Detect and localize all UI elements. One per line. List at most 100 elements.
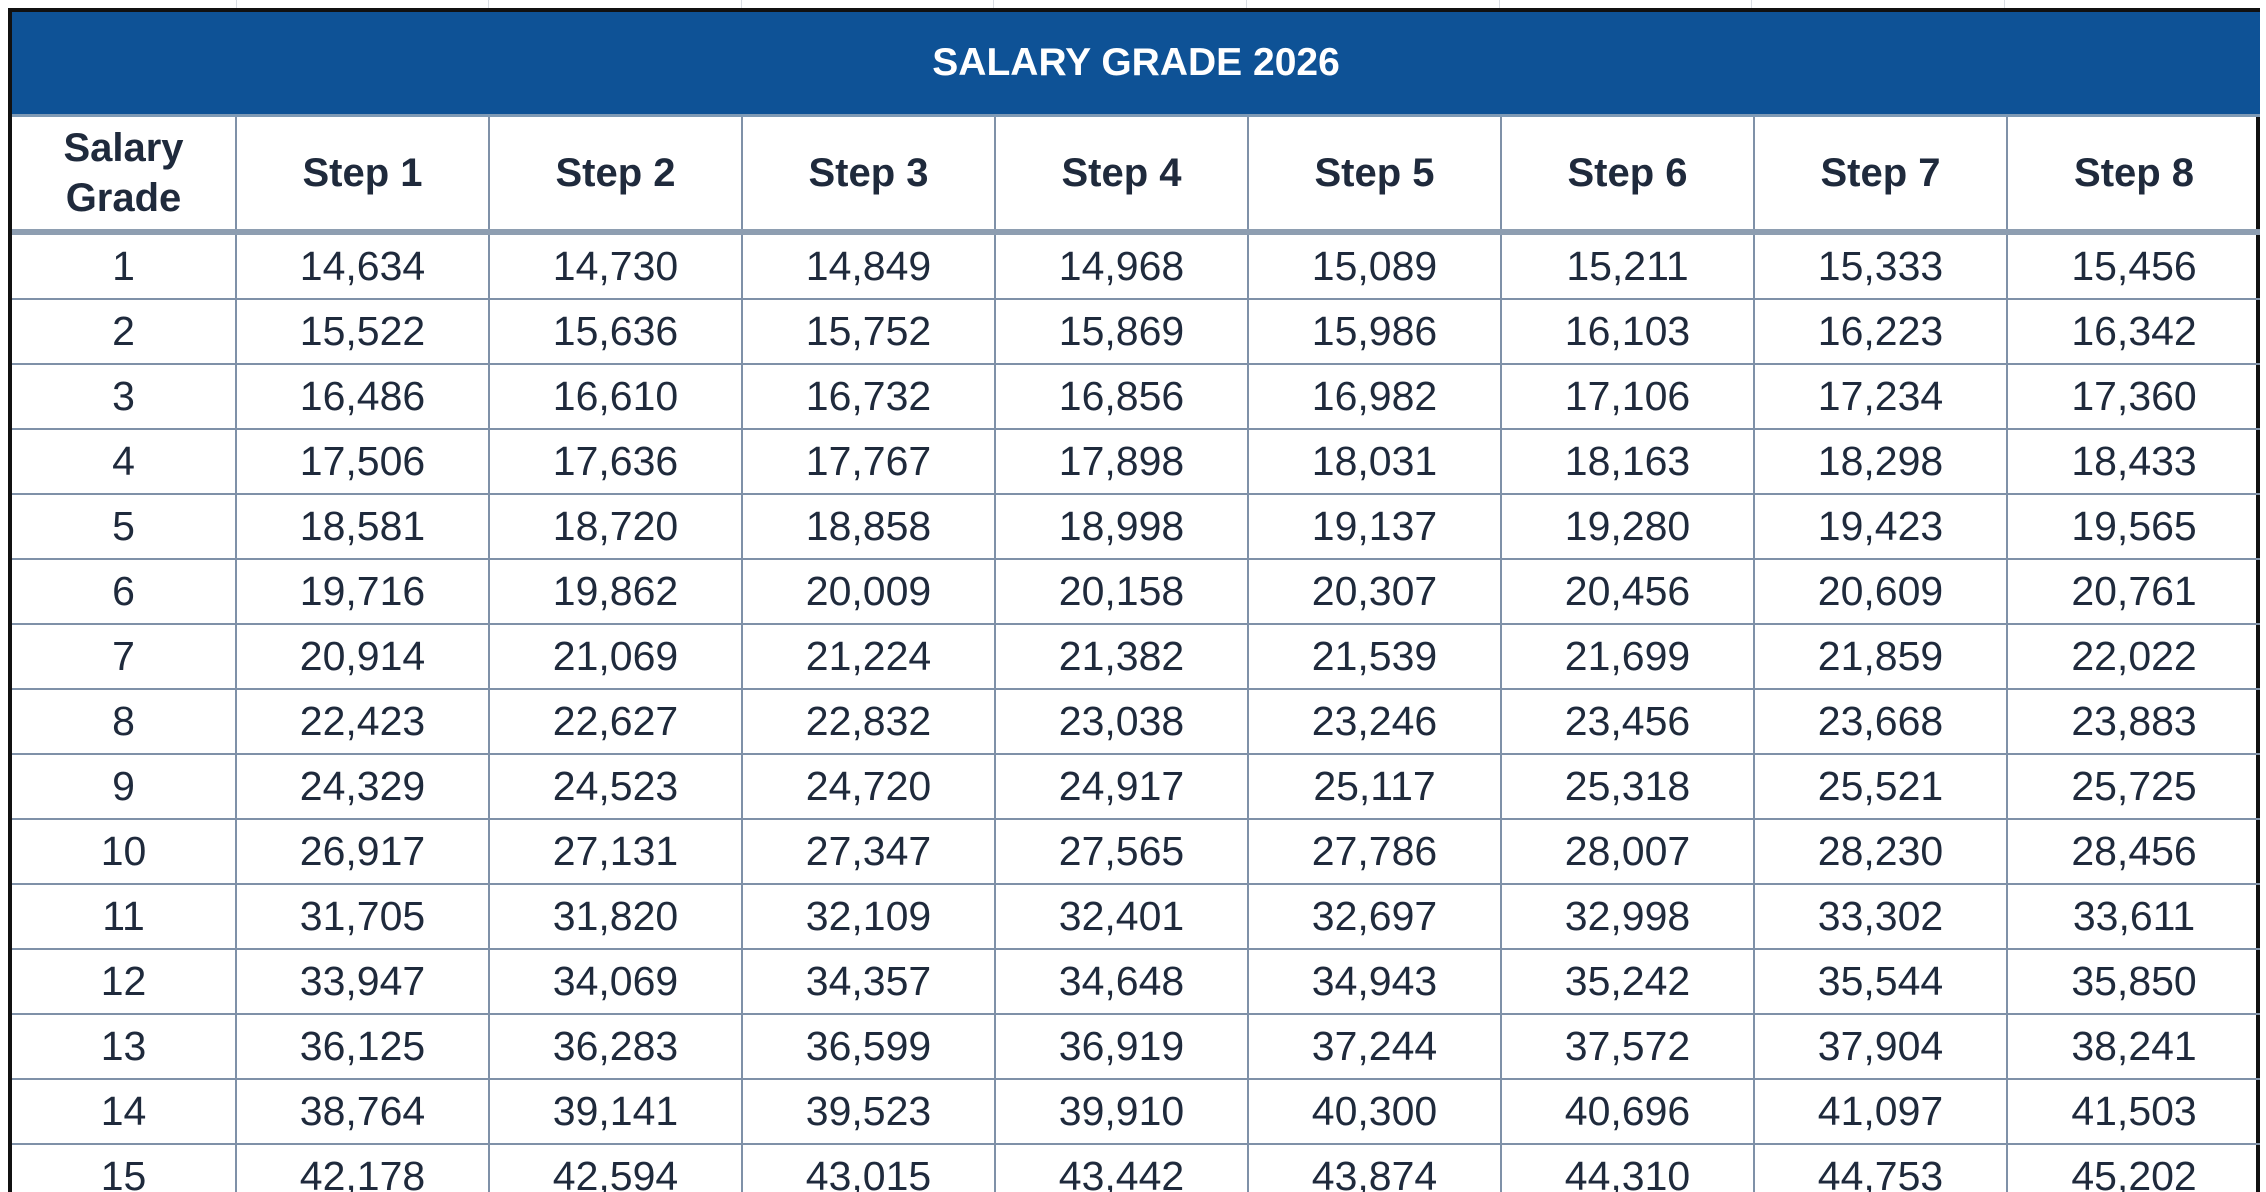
- salary-cell: 15,522: [236, 299, 490, 365]
- background-gridline: [993, 0, 994, 8]
- table-row: 9 24,329 24,523 24,720 24,917 25,117 25,318 25,…: [12, 754, 2261, 820]
- salary-cell: 22,022: [2007, 624, 2261, 690]
- salary-cell: 17,360: [2007, 364, 2261, 430]
- salary-cell: 20,609: [1754, 559, 2008, 625]
- salary-cell: 15,211: [1501, 232, 1755, 300]
- grade-cell: 3: [12, 364, 237, 430]
- salary-cell: 34,357: [742, 949, 996, 1015]
- salary-cell: 22,627: [489, 689, 743, 755]
- salary-cell: 25,117: [1248, 754, 1502, 820]
- salary-cell: 27,786: [1248, 819, 1502, 885]
- table-body: 1 14,634 14,730 14,849 14,968 15,089 15,211 15,…: [12, 232, 2261, 1192]
- salary-cell: 17,506: [236, 429, 490, 495]
- background-gridline: [1499, 0, 1500, 8]
- salary-cell: 36,919: [995, 1014, 1249, 1080]
- salary-cell: 38,241: [2007, 1014, 2261, 1080]
- salary-cell: 16,982: [1248, 364, 1502, 430]
- table-row: 7 20,914 21,069 21,224 21,382 21,539 21,699 21,…: [12, 624, 2261, 690]
- salary-cell: 18,298: [1754, 429, 2008, 495]
- salary-cell: 44,753: [1754, 1144, 2008, 1192]
- salary-cell: 35,242: [1501, 949, 1755, 1015]
- salary-cell: 43,874: [1248, 1144, 1502, 1192]
- salary-cell: 24,523: [489, 754, 743, 820]
- grade-cell: 9: [12, 754, 237, 820]
- salary-cell: 20,009: [742, 559, 996, 625]
- header-step-5: Step 5: [1248, 115, 1502, 235]
- salary-cell: 38,764: [236, 1079, 490, 1145]
- table-row: 10 26,917 27,131 27,347 27,565 27,786 28,007 28…: [12, 819, 2261, 885]
- salary-cell: 40,300: [1248, 1079, 1502, 1145]
- grade-cell: 13: [12, 1014, 237, 1080]
- salary-cell: 21,224: [742, 624, 996, 690]
- salary-cell: 14,730: [489, 232, 743, 300]
- grade-cell: 2: [12, 299, 237, 365]
- salary-cell: 33,302: [1754, 884, 2008, 950]
- table-row: 1 14,634 14,730 14,849 14,968 15,089 15,211 15,…: [12, 232, 2261, 300]
- salary-cell: 19,280: [1501, 494, 1755, 560]
- salary-cell: 25,725: [2007, 754, 2261, 820]
- salary-cell: 16,223: [1754, 299, 2008, 365]
- salary-cell: 34,943: [1248, 949, 1502, 1015]
- salary-cell: 20,761: [2007, 559, 2261, 625]
- background-gridline: [1246, 0, 1247, 8]
- salary-cell: 39,910: [995, 1079, 1249, 1145]
- salary-cell: 16,103: [1501, 299, 1755, 365]
- grade-cell: 14: [12, 1079, 237, 1145]
- salary-cell: 45,202: [2007, 1144, 2261, 1192]
- salary-cell: 34,069: [489, 949, 743, 1015]
- header-step-2: Step 2: [489, 115, 743, 235]
- background-gridline: [1751, 0, 1752, 8]
- salary-cell: 18,433: [2007, 429, 2261, 495]
- salary-cell: 33,611: [2007, 884, 2261, 950]
- salary-cell: 15,869: [995, 299, 1249, 365]
- salary-grade-table: SALARY GRADE 2026 Salary Grade Step 1 Step …: [12, 12, 2261, 1192]
- salary-cell: 23,246: [1248, 689, 1502, 755]
- salary-cell: 36,125: [236, 1014, 490, 1080]
- salary-cell: 33,947: [236, 949, 490, 1015]
- table-row: 2 15,522 15,636 15,752 15,869 15,986 16,103 16,…: [12, 299, 2261, 365]
- salary-cell: 16,610: [489, 364, 743, 430]
- salary-cell: 32,697: [1248, 884, 1502, 950]
- salary-cell: 15,636: [489, 299, 743, 365]
- salary-cell: 40,696: [1501, 1079, 1755, 1145]
- salary-cell: 28,456: [2007, 819, 2261, 885]
- salary-cell: 25,318: [1501, 754, 1755, 820]
- salary-cell: 15,089: [1248, 232, 1502, 300]
- salary-cell: 23,883: [2007, 689, 2261, 755]
- table-row: 13 36,125 36,283 36,599 36,919 37,244 37,572 37…: [12, 1014, 2261, 1080]
- table-row: 6 19,716 19,862 20,009 20,158 20,307 20,456 20,…: [12, 559, 2261, 625]
- salary-cell: 27,565: [995, 819, 1249, 885]
- table-row: 5 18,581 18,720 18,858 18,998 19,137 19,280 19,…: [12, 494, 2261, 560]
- salary-cell: 17,767: [742, 429, 996, 495]
- salary-cell: 35,850: [2007, 949, 2261, 1015]
- salary-cell: 23,456: [1501, 689, 1755, 755]
- salary-cell: 17,234: [1754, 364, 2008, 430]
- salary-cell: 28,230: [1754, 819, 2008, 885]
- salary-cell: 26,917: [236, 819, 490, 885]
- salary-cell: 36,599: [742, 1014, 996, 1080]
- salary-cell: 24,329: [236, 754, 490, 820]
- salary-cell: 18,998: [995, 494, 1249, 560]
- salary-cell: 22,423: [236, 689, 490, 755]
- header-step-1: Step 1: [236, 115, 490, 235]
- salary-cell: 17,898: [995, 429, 1249, 495]
- salary-cell: 20,158: [995, 559, 1249, 625]
- table-row: 15 42,178 42,594 43,015 43,442 43,874 44,310 44…: [12, 1144, 2261, 1192]
- salary-cell: 20,456: [1501, 559, 1755, 625]
- salary-cell: 41,503: [2007, 1079, 2261, 1145]
- salary-cell: 32,998: [1501, 884, 1755, 950]
- salary-cell: 36,283: [489, 1014, 743, 1080]
- salary-cell: 25,521: [1754, 754, 2008, 820]
- salary-cell: 37,244: [1248, 1014, 1502, 1080]
- grade-cell: 15: [12, 1144, 237, 1192]
- background-gridline: [2004, 0, 2005, 8]
- grade-cell: 6: [12, 559, 237, 625]
- salary-cell: 35,544: [1754, 949, 2008, 1015]
- salary-cell: 17,636: [489, 429, 743, 495]
- salary-cell: 18,720: [489, 494, 743, 560]
- salary-cell: 31,820: [489, 884, 743, 950]
- salary-cell: 21,069: [489, 624, 743, 690]
- salary-cell: 19,862: [489, 559, 743, 625]
- table-title: SALARY GRADE 2026: [12, 12, 2261, 117]
- table-row: 11 31,705 31,820 32,109 32,401 32,697 32,998 33…: [12, 884, 2261, 950]
